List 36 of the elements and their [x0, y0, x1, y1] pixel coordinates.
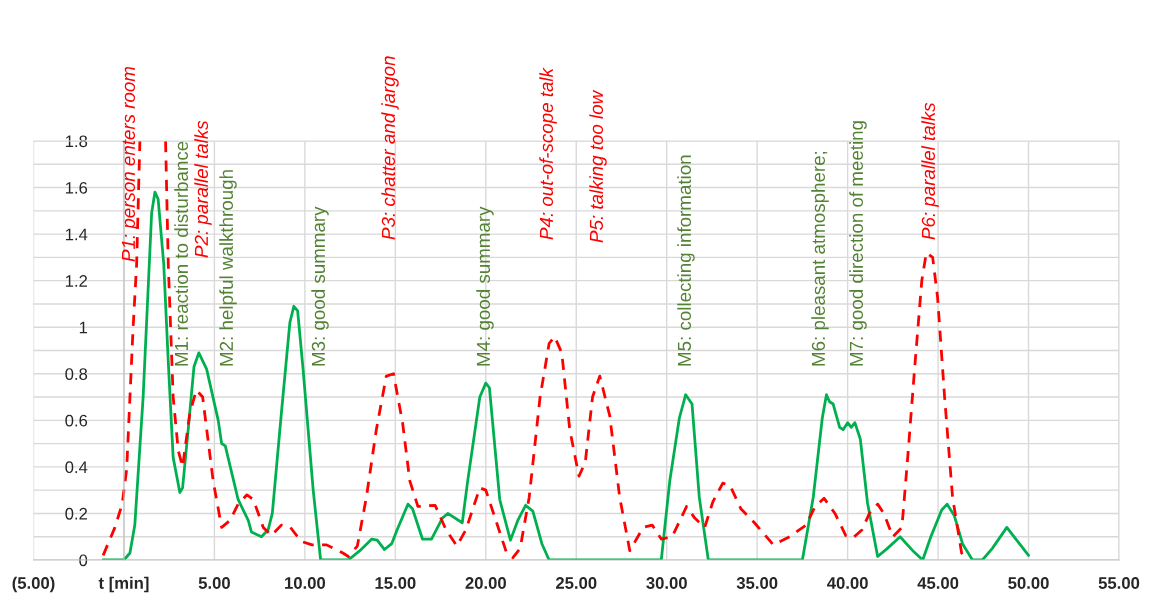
annotation: M1: reaction to disturbance — [174, 141, 189, 366]
x-tick-label: (5.00) — [12, 576, 55, 593]
y-tick-label: 0.4 — [65, 461, 88, 474]
x-tick-label: 45.00 — [917, 577, 959, 589]
y-tick-label: 1.8 — [65, 135, 88, 148]
annotation: M3: good summary — [311, 206, 329, 366]
y-tick-label: 1.4 — [65, 228, 88, 241]
annotation: M7: good direction of meeting — [849, 121, 867, 366]
annotation: P5: talking too low — [589, 89, 607, 243]
x-tick-label: 5.00 — [198, 577, 230, 589]
annotation: M4: good summary — [476, 206, 494, 366]
y-tick-label: 0.8 — [65, 368, 88, 380]
x-tick-label: 40.00 — [827, 577, 868, 589]
annotation: M5: collecting information — [677, 155, 695, 366]
x-tick-label: 50.00 — [1008, 577, 1049, 589]
annotation: M2: helpful walkthrough — [219, 170, 237, 366]
x-tick-label: 30.00 — [646, 577, 687, 589]
annotation: P2: parallel talks — [194, 120, 212, 258]
x-tick-label: 15.00 — [375, 577, 416, 589]
x-tick-label: 35.00 — [736, 577, 778, 589]
annotation: M6: pleasant atmosphere; — [811, 151, 829, 366]
x-tick-label: 25.00 — [555, 577, 597, 589]
annotation: P1: person enters room — [121, 66, 139, 262]
y-tick-label: 1.2 — [65, 275, 88, 287]
y-tick-label: 0 — [79, 554, 88, 567]
x-tick-label: 55.00 — [1098, 577, 1140, 589]
x-tick-label: t [min] — [98, 576, 149, 593]
annotation: P6: parallel talks — [921, 102, 939, 240]
annotation: P3: chatter and jargon — [381, 56, 399, 240]
y-tick-label: 1 — [79, 321, 88, 334]
x-tick-label: 10.00 — [285, 577, 326, 589]
x-tick-label: 20.00 — [465, 577, 506, 589]
y-tick-label: 0.6 — [65, 414, 88, 427]
y-tick-label: 1.6 — [65, 181, 88, 194]
annotation: P4: out-of-scope talk — [539, 67, 557, 240]
y-tick-label: 0.2 — [65, 507, 88, 520]
